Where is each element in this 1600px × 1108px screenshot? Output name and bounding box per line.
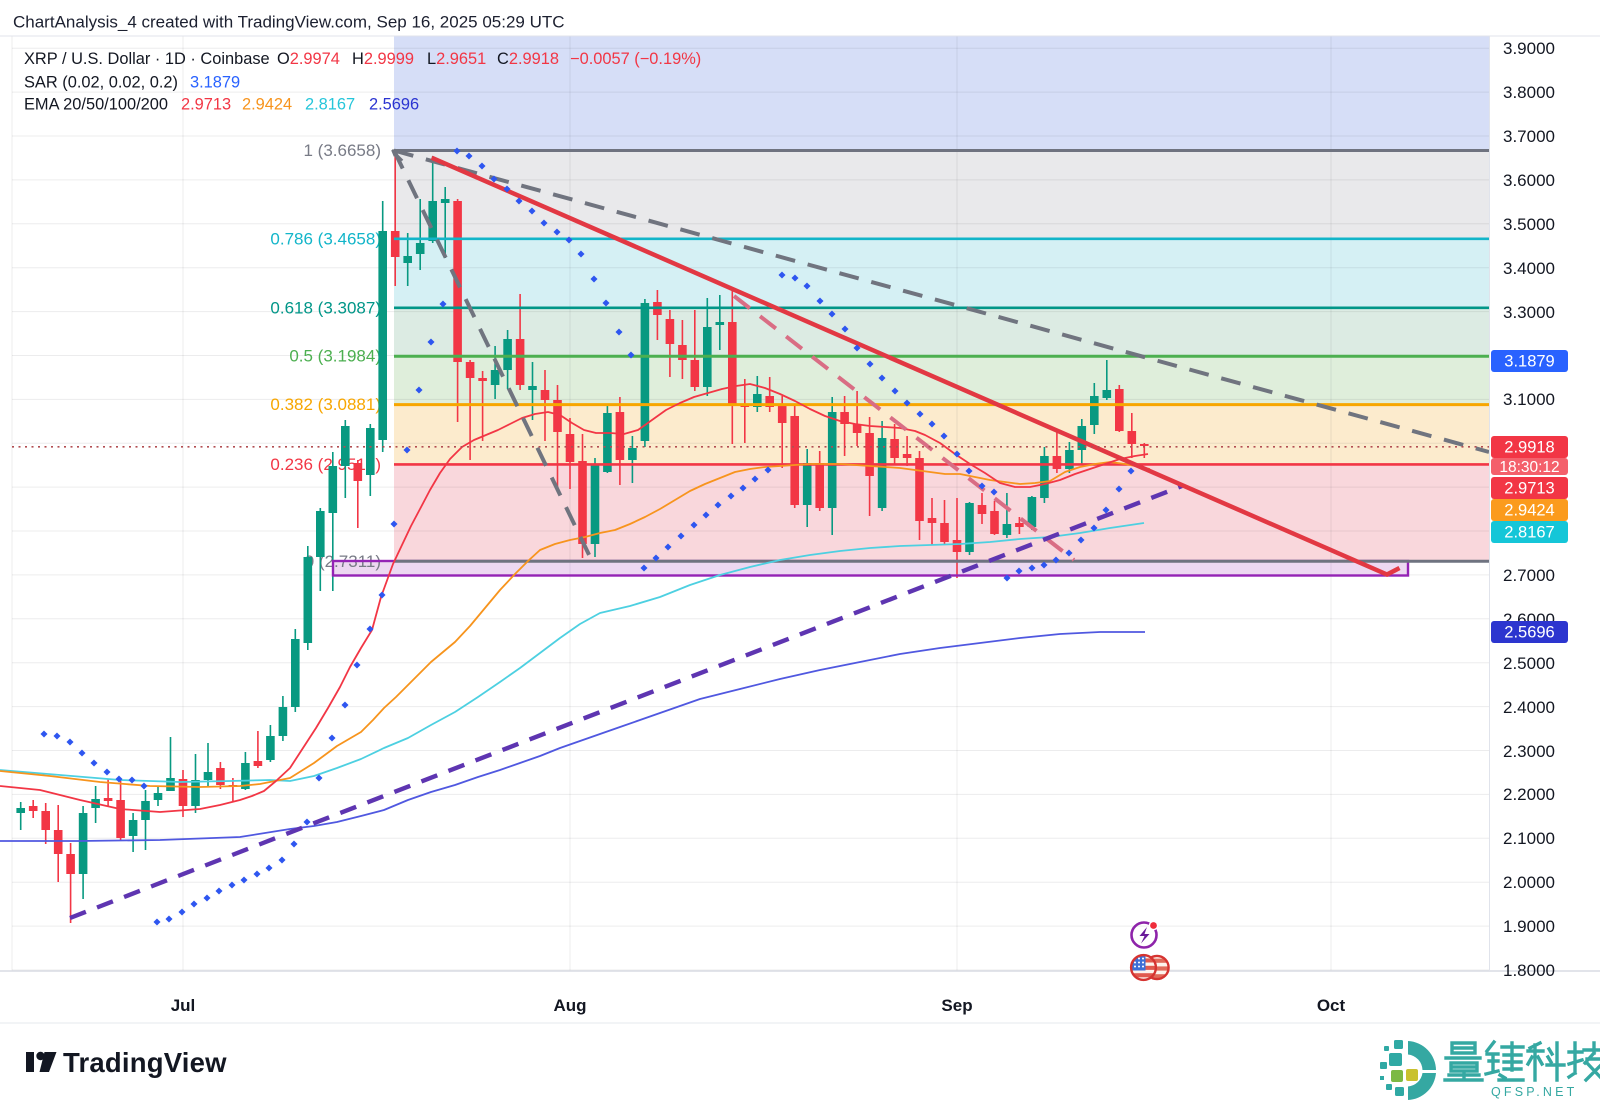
svg-text:2.2000: 2.2000	[1503, 785, 1555, 804]
svg-text:2.7000: 2.7000	[1503, 566, 1555, 585]
svg-text:EMA 20/50/100/200: EMA 20/50/100/200	[24, 96, 168, 114]
svg-text:H2.9999: H2.9999	[352, 50, 414, 68]
svg-text:XRP / U.S. Dollar · 1D · Coinb: XRP / U.S. Dollar · 1D · Coinbase	[24, 50, 270, 68]
svg-text:3.1000: 3.1000	[1503, 390, 1555, 409]
svg-text:C2.9918: C2.9918	[497, 50, 559, 68]
svg-text:2.8167: 2.8167	[1504, 524, 1554, 542]
svg-text:2.8167: 2.8167	[305, 96, 355, 114]
svg-text:QFSP.NET: QFSP.NET	[1491, 1085, 1578, 1099]
svg-text:0.382 (3.0881): 0.382 (3.0881)	[270, 395, 381, 414]
svg-text:2.1000: 2.1000	[1503, 829, 1555, 848]
svg-text:2.9424: 2.9424	[242, 96, 292, 114]
svg-text:SAR (0.02, 0.02, 0.2): SAR (0.02, 0.02, 0.2)	[24, 74, 178, 92]
svg-text:Jul: Jul	[171, 996, 196, 1015]
svg-text:−0.0057 (−0.19%): −0.0057 (−0.19%)	[570, 50, 701, 68]
svg-text:18:30:12: 18:30:12	[1499, 459, 1559, 476]
svg-text:2.4000: 2.4000	[1503, 698, 1555, 717]
svg-text:2.3000: 2.3000	[1503, 742, 1555, 761]
svg-text:0.236 (2.9517): 0.236 (2.9517)	[270, 455, 381, 474]
svg-text:2.5696: 2.5696	[1504, 624, 1554, 642]
svg-text:Oct: Oct	[1317, 996, 1346, 1015]
svg-text:3.4000: 3.4000	[1503, 259, 1555, 278]
svg-text:0.618 (3.3087): 0.618 (3.3087)	[270, 298, 381, 317]
svg-text:2.9424: 2.9424	[1504, 502, 1554, 520]
svg-text:3.8000: 3.8000	[1503, 83, 1555, 102]
svg-text:3.7000: 3.7000	[1503, 127, 1555, 146]
svg-text:TradingView: TradingView	[63, 1047, 227, 1078]
svg-text:O2.9974: O2.9974	[277, 50, 340, 68]
svg-text:3.1879: 3.1879	[190, 74, 240, 92]
svg-text:1.8000: 1.8000	[1503, 961, 1555, 980]
svg-text:0.5 (3.1984): 0.5 (3.1984)	[289, 347, 381, 366]
svg-text:2.9713: 2.9713	[1504, 480, 1554, 498]
svg-text:2.5696: 2.5696	[369, 96, 419, 114]
svg-text:3.5000: 3.5000	[1503, 215, 1555, 234]
svg-text:Sep: Sep	[941, 996, 972, 1015]
svg-text:3.1879: 3.1879	[1504, 353, 1554, 371]
svg-text:0.786 (3.4658): 0.786 (3.4658)	[270, 229, 381, 248]
svg-text:1 (3.6658): 1 (3.6658)	[304, 141, 382, 160]
svg-text:ChartAnalysis_4 created with T: ChartAnalysis_4 created with TradingView…	[13, 13, 565, 32]
svg-text:2.9713: 2.9713	[181, 96, 231, 114]
svg-text:3.6000: 3.6000	[1503, 171, 1555, 190]
svg-text:Aug: Aug	[553, 996, 586, 1015]
svg-text:3.9000: 3.9000	[1503, 39, 1555, 58]
svg-text:1.9000: 1.9000	[1503, 917, 1555, 936]
svg-text:L2.9651: L2.9651	[427, 50, 486, 68]
svg-text:2.9918: 2.9918	[1504, 439, 1554, 457]
svg-text:3.3000: 3.3000	[1503, 303, 1555, 322]
svg-text:2.0000: 2.0000	[1503, 873, 1555, 892]
svg-text:2.5000: 2.5000	[1503, 654, 1555, 673]
